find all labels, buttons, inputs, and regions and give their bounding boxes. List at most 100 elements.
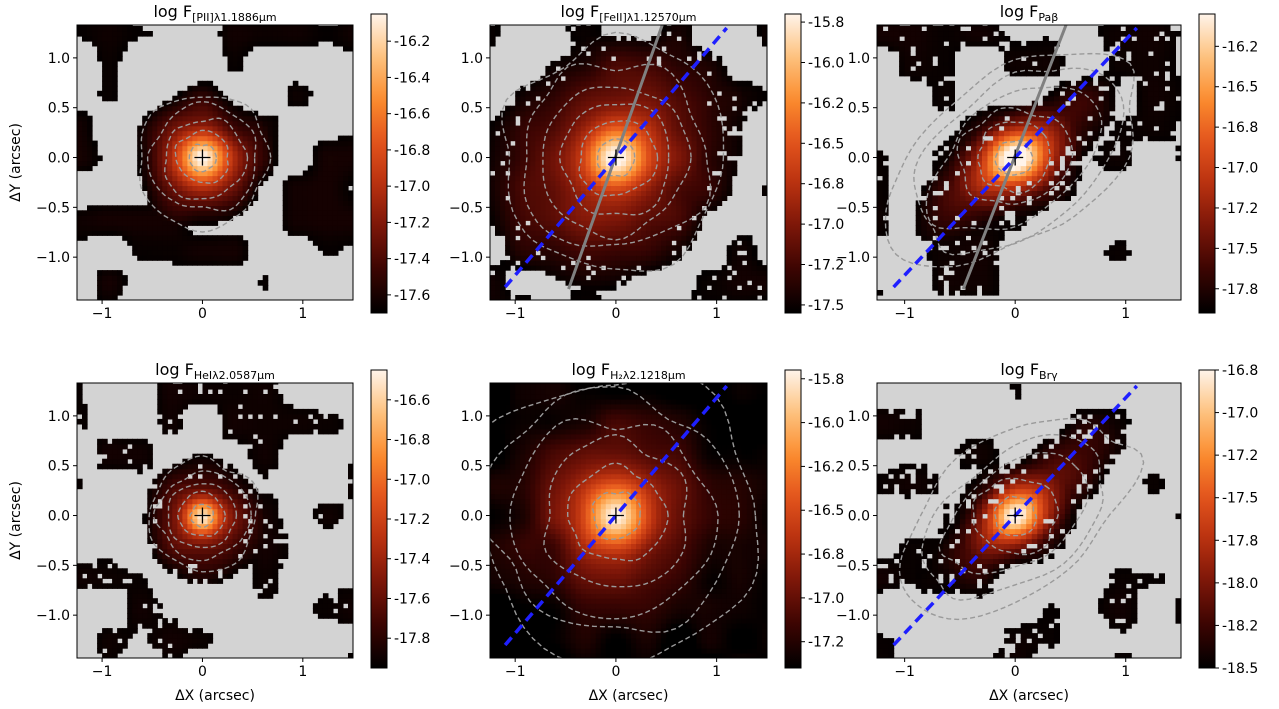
colorbar-tick-label: -17.2 [394, 512, 430, 528]
y-axis-label: ΔY (arcsec) [8, 481, 24, 560]
y-tick-label: −1.0 [836, 608, 870, 624]
colorbar-tick-label: -16.8 [808, 547, 844, 563]
position-angle-line [503, 26, 729, 289]
colorbar [1198, 369, 1216, 669]
y-tick-label: 0.5 [461, 101, 483, 117]
colorbar-tick-label: -16.4 [394, 70, 430, 86]
colorbar-tick-label: -17.4 [394, 252, 430, 268]
colorbar-tick-label: -18.0 [1222, 576, 1258, 592]
y-tick-label: 0.0 [461, 151, 483, 167]
y-tick-label: 0.0 [848, 509, 870, 525]
contours [501, 31, 725, 272]
x-axis-label: ΔX (arcsec) [989, 688, 1069, 704]
x-tick-label: 0 [198, 306, 207, 322]
y-tick-label: −0.5 [836, 200, 870, 216]
x-tick-label: −1 [505, 306, 526, 322]
y-tick-label: −1.0 [449, 250, 483, 266]
y-tick-label: 0.5 [848, 101, 870, 117]
colorbar-tick-label: -17.8 [1222, 533, 1258, 549]
colorbar-tick-label: -17.5 [1222, 241, 1258, 257]
panel-1: −1 0 1 −1.0 −0.5 0.0 0.5 1.0 log F[PII]λ1.1886μm… [8, 2, 430, 322]
title-prefix: log F [1000, 2, 1039, 21]
colorbar-tick-label: -17.6 [394, 591, 430, 607]
y-tick-label: −1.0 [36, 250, 70, 266]
y-tick-label: 0.5 [848, 459, 870, 475]
colorbar-tick-label: -17.2 [394, 215, 430, 231]
y-tick-label: 1.0 [848, 51, 870, 67]
colorbar-tick-label: -17.8 [394, 631, 430, 647]
chart-title: log FH₂λ2.1218μm [571, 360, 685, 382]
colorbar-tick-label: -16.2 [1222, 39, 1258, 55]
y-tick-label: 0.0 [848, 151, 870, 167]
x-tick-label: 1 [1121, 306, 1130, 322]
title-prefix: log F [153, 2, 192, 21]
title-prefix: log F [561, 2, 600, 21]
y-tick-label: 0.0 [48, 151, 70, 167]
chart-title: log FBrγ [1000, 360, 1058, 382]
y-tick-label: 0.5 [48, 459, 70, 475]
x-tick-label: 0 [198, 664, 207, 680]
x-tick-label: 0 [611, 664, 620, 680]
title-subscript: [FeII]λ1.12570μm [599, 11, 696, 24]
x-axis-label: ΔX (arcsec) [589, 688, 669, 704]
axes-frame [876, 24, 1182, 301]
y-tick-label: 1.0 [48, 409, 70, 425]
x-axis-label: ΔX (arcsec) [175, 688, 255, 704]
y-tick-label: 1.0 [848, 409, 870, 425]
colorbar-tick-label: -16.6 [394, 107, 430, 123]
y-tick-label: 1.0 [48, 51, 70, 67]
colorbar-tick-label: -16.8 [394, 433, 430, 449]
colorbar-tick-label: -17.0 [1222, 406, 1258, 422]
panel-6: −1 0 1 −1.0 −0.5 0.0 0.5 1.0 log FBrγ ΔX (arcsec)… [836, 360, 1258, 704]
colorbar-tick-label: -17.0 [394, 179, 430, 195]
contours [148, 454, 259, 573]
colorbar-tick-label: -16.2 [808, 96, 844, 112]
title-subscript: Brγ [1039, 369, 1058, 382]
title-prefix: log F [155, 360, 194, 379]
colorbar-tick-label: -17.0 [1222, 161, 1258, 177]
axes-frame [876, 382, 1182, 659]
colorbar-tick-label: -17.0 [808, 217, 844, 233]
title-prefix: log F [1000, 360, 1039, 379]
x-tick-label: 1 [298, 306, 307, 322]
colorbar-tick-label: -16.2 [808, 459, 844, 475]
colorbar-tick-label: -16.5 [808, 503, 844, 519]
y-tick-label: 0.0 [48, 509, 70, 525]
title-subscript: [PII]λ1.1886μm [192, 11, 276, 24]
y-tick-label: −0.5 [449, 200, 483, 216]
panel-4: −1 0 1 −1.0 −0.5 0.0 0.5 1.0 log FHeIλ2.0587μm ΔX… [8, 360, 430, 704]
flux-map [877, 25, 1181, 296]
axes-frame [76, 382, 354, 659]
y-tick-label: 0.5 [461, 459, 483, 475]
title-subscript: Paβ [1038, 11, 1058, 24]
y-axis-label: ΔY (arcsec) [8, 123, 24, 202]
chart-title: log FPaβ [1000, 2, 1059, 24]
flux-map [490, 383, 767, 658]
flux-map [877, 384, 1181, 658]
colorbar-tick-label: -16.0 [808, 416, 844, 432]
colorbar [784, 369, 802, 669]
x-tick-label: −1 [505, 664, 526, 680]
colorbar-tick-label: -17.5 [1222, 491, 1258, 507]
colorbar [784, 13, 802, 314]
colorbar-tick-label: -16.8 [1222, 120, 1258, 136]
colorbar-tick-label: -16.8 [808, 177, 844, 193]
contours [490, 383, 760, 658]
title-prefix: log F [571, 360, 610, 379]
x-tick-label: 1 [298, 664, 307, 680]
x-tick-label: 0 [1011, 306, 1020, 322]
chart-title: log F[FeII]λ1.12570μm [561, 2, 697, 24]
colorbar [370, 369, 388, 669]
title-subscript: HeIλ2.0587μm [194, 369, 275, 382]
colorbar-tick-label: -16.6 [394, 393, 430, 409]
flux-map [490, 25, 767, 300]
colorbar [1198, 13, 1216, 314]
colorbar-tick-label: -16.0 [808, 55, 844, 71]
colorbar-tick-label: -17.2 [808, 635, 844, 651]
y-tick-label: 1.0 [461, 51, 483, 67]
colorbar-tick-label: -17.5 [808, 298, 844, 314]
title-subscript: H₂λ2.1218μm [610, 369, 685, 382]
x-tick-label: 1 [712, 664, 721, 680]
colorbar-tick-label: -16.8 [1222, 363, 1258, 379]
